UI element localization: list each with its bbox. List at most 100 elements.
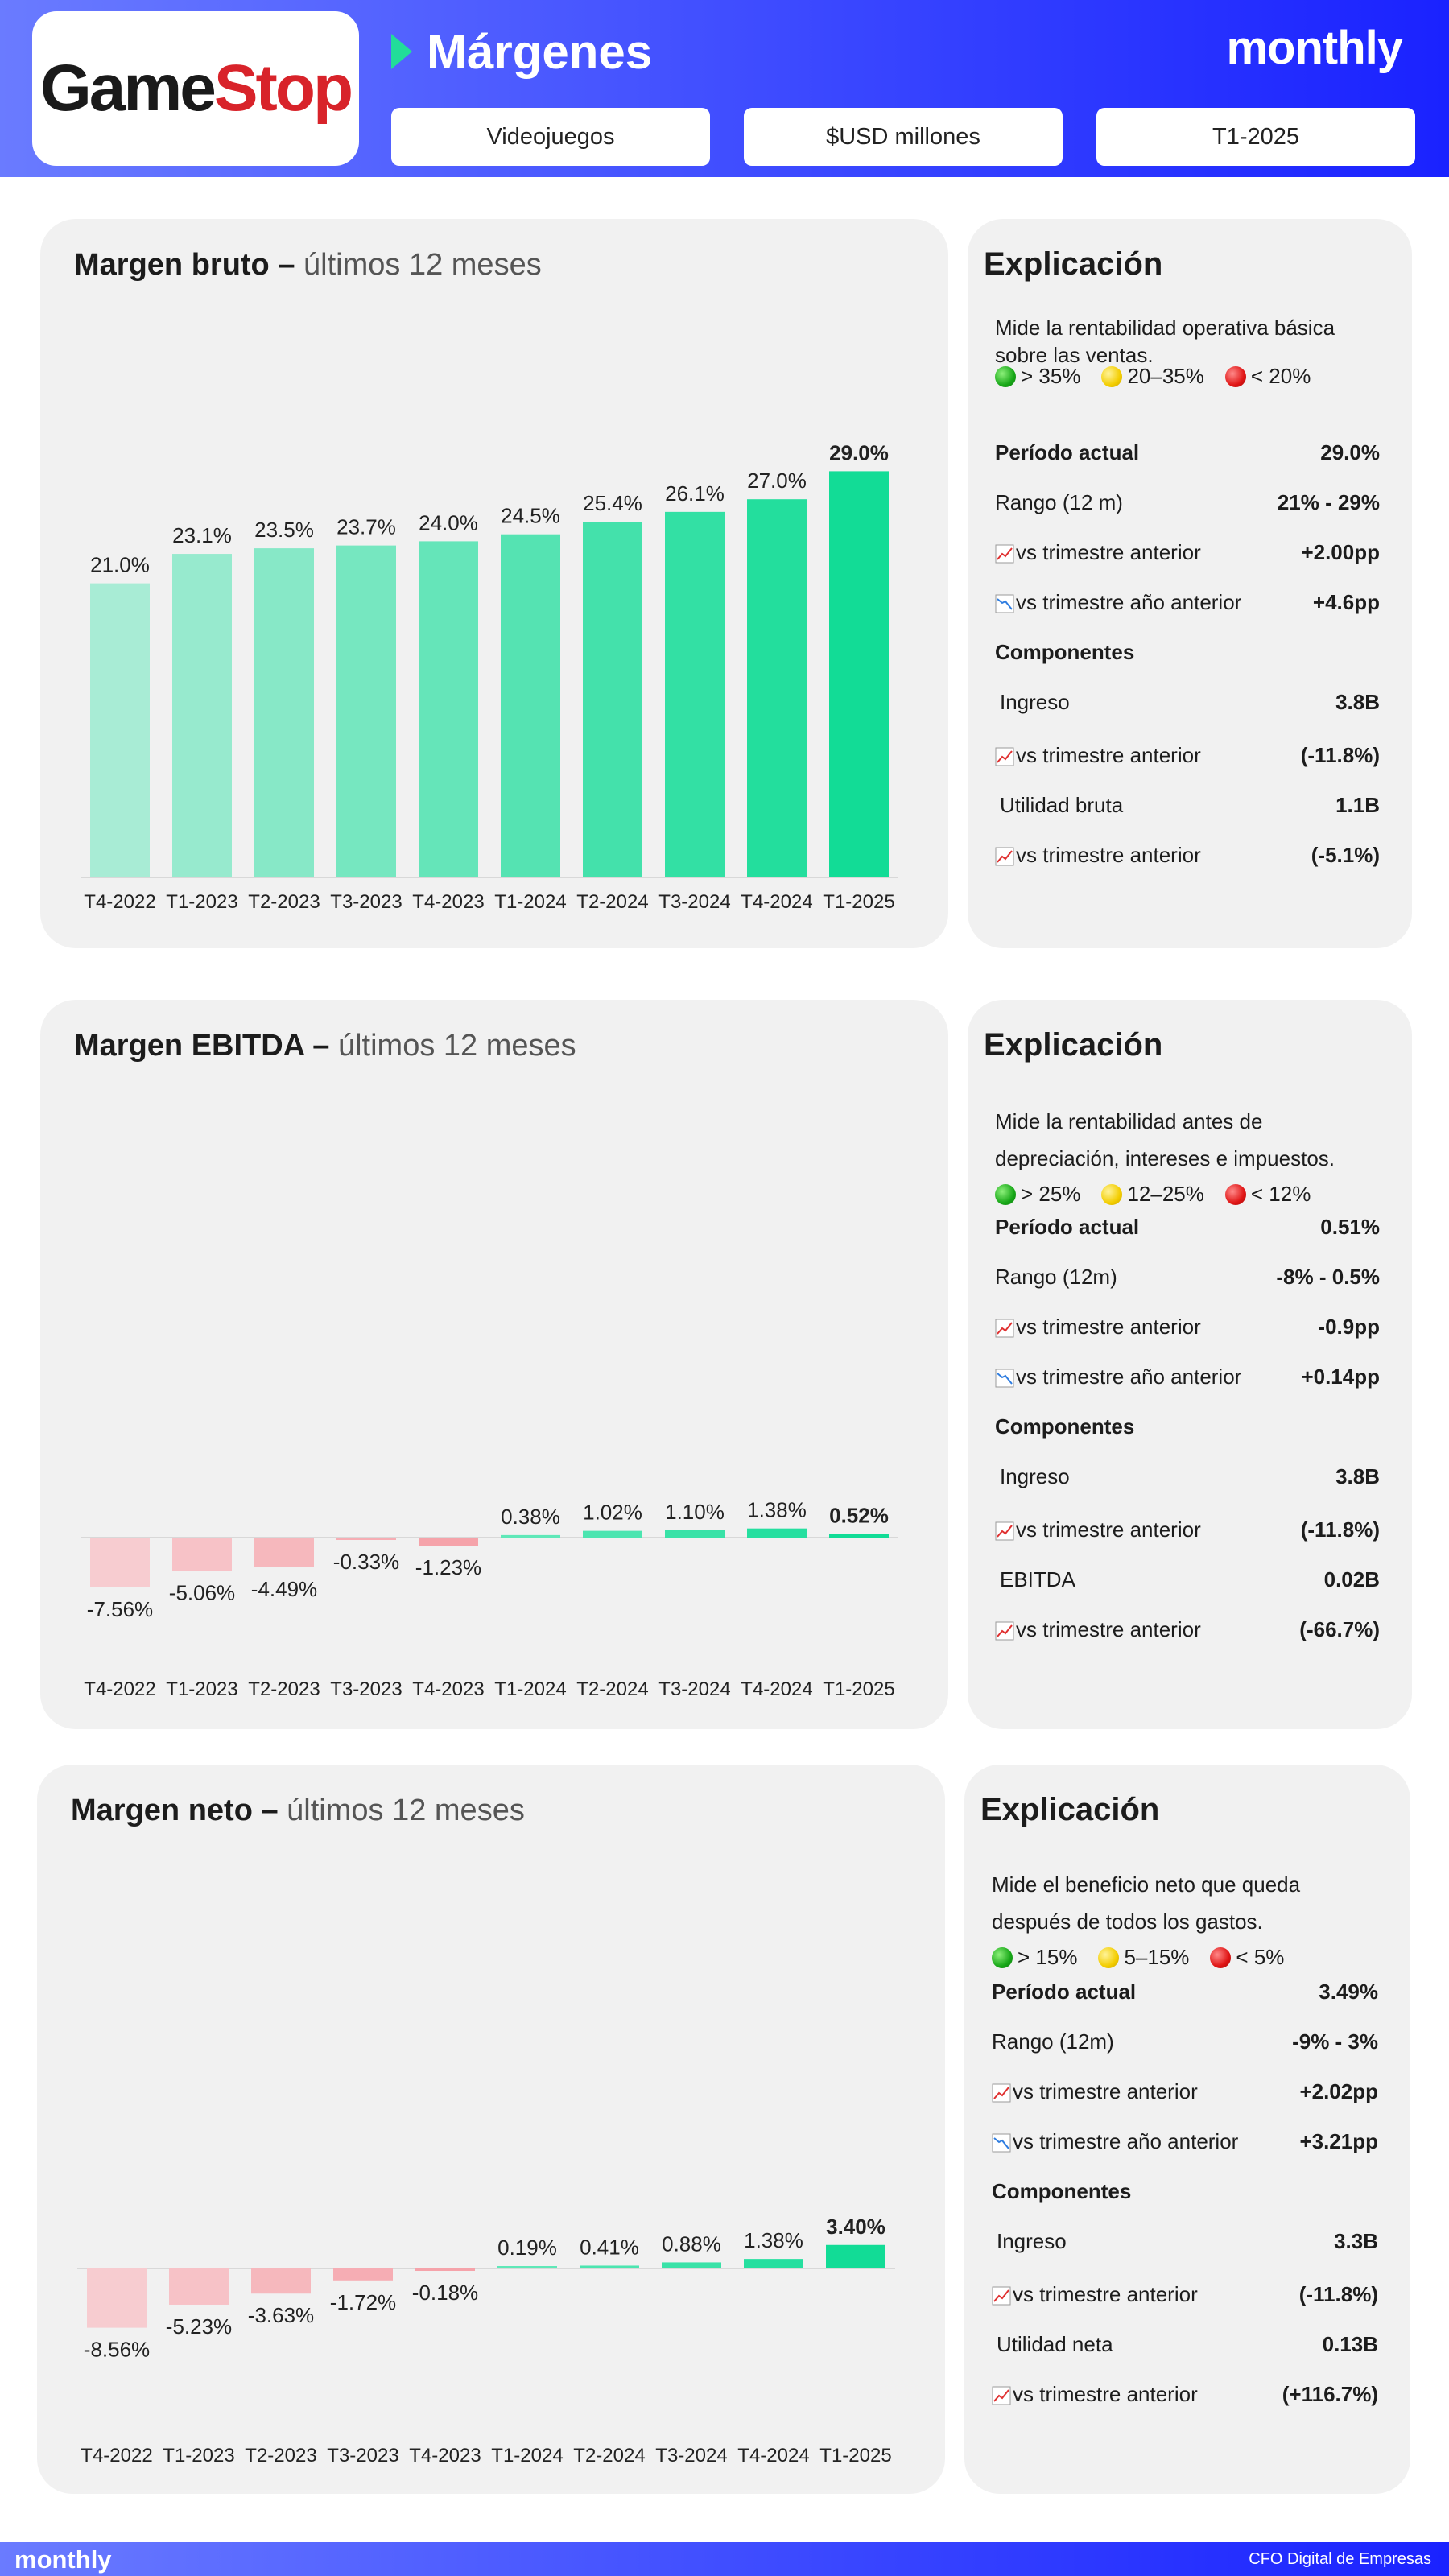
explanation-row: vs trimestre año anterior +0.14pp	[995, 1360, 1380, 1393]
ebitda-margin-chart: -7.56% T4-2022 -5.06% T1-2023 -4.49% T2-2023 -…	[80, 1498, 898, 1700]
explanation-row: vs trimestre anterior (-11.8%)	[995, 1513, 1380, 1546]
footer-credit: CFO Digital de Empresas	[1249, 2550, 1431, 2568]
bar-T1-2024	[497, 2266, 557, 2268]
bar-T1-2023	[172, 1538, 232, 1571]
bar-T4-2023	[419, 541, 478, 877]
threshold-legend: > 25% 12–25% < 12%	[995, 1182, 1331, 1207]
bar-T1-2024	[501, 534, 560, 877]
legend-label: < 5%	[1236, 1945, 1285, 1969]
row-value: 1.1B	[1335, 792, 1380, 817]
legend-item-yellow: 5–15%	[1098, 1945, 1189, 1970]
data-label: 26.1%	[665, 481, 724, 506]
explanation-row: Rango (12 m) 21% - 29%	[995, 486, 1380, 518]
row-value: -0.9pp	[1318, 1314, 1380, 1339]
row-value: +2.00pp	[1301, 539, 1380, 564]
data-label: 25.4%	[583, 491, 642, 515]
category-label: T1-2025	[823, 1678, 894, 1700]
row-value: 3.49%	[1319, 1979, 1378, 2004]
explanation-title: Explicación	[984, 246, 1163, 282]
row-label: Componentes	[992, 2179, 1131, 2204]
bar-T4-2022	[90, 1538, 150, 1587]
row-label: vs trimestre anterior	[995, 743, 1201, 768]
explanation-row: Período actual 3.49%	[992, 1975, 1378, 2008]
row-label-text: vs trimestre año anterior	[1013, 2128, 1239, 2153]
data-label: 21.0%	[90, 553, 150, 577]
chart-title-main: Margen EBITDA	[74, 1029, 304, 1063]
legend-label: > 15%	[1018, 1945, 1078, 1969]
yellow-dot-icon	[1101, 365, 1123, 387]
data-label: -5.23%	[166, 2314, 232, 2339]
bar-T1-2025	[829, 1534, 889, 1538]
chart-up-icon	[995, 1621, 1014, 1641]
row-value: (+116.7%)	[1282, 2381, 1378, 2406]
page-title: Márgenes	[391, 19, 652, 84]
chart-up-icon	[992, 2286, 1011, 2306]
explanation-row: vs trimestre anterior +2.02pp	[992, 2075, 1378, 2107]
filter-pill-period[interactable]: T1-2025	[1096, 108, 1415, 166]
data-label: 27.0%	[747, 469, 807, 493]
chart-up-icon	[995, 747, 1014, 766]
legend-item-green: > 15%	[992, 1945, 1077, 1970]
red-dot-icon	[1224, 365, 1246, 387]
explanation-row: vs trimestre anterior (+116.7%)	[992, 2378, 1378, 2410]
data-label: -1.72%	[330, 2290, 396, 2314]
row-label: Rango (12m)	[995, 1265, 1117, 1290]
category-label: T4-2024	[741, 1678, 812, 1700]
row-label-text: vs trimestre anterior	[1013, 2381, 1198, 2406]
category-label: T3-2024	[655, 2445, 727, 2467]
brand-logo: monthly	[1226, 22, 1403, 74]
category-label: T1-2023	[166, 891, 237, 913]
row-label-text: Rango (12 m)	[995, 489, 1123, 514]
logo-wordmark: GameStop	[40, 51, 353, 126]
row-label-text: Rango (12m)	[992, 2029, 1114, 2054]
row-label: Ingreso	[995, 1464, 1070, 1489]
row-label: vs trimestre anterior	[992, 2282, 1198, 2307]
data-label: 23.5%	[254, 518, 314, 542]
row-label-text: Utilidad bruta	[1000, 792, 1124, 817]
explanation-row: Ingreso 3.8B	[995, 686, 1380, 718]
row-value: +4.6pp	[1312, 589, 1380, 614]
legend-item-yellow: 12–25%	[1101, 1182, 1204, 1207]
row-label-text: vs trimestre anterior	[1016, 1616, 1201, 1641]
filter-pill-sector[interactable]: Videojuegos	[391, 108, 710, 166]
bar-T4-2024	[744, 2259, 803, 2268]
chart-up-icon	[992, 2386, 1011, 2405]
legend-item-yellow: 20–35%	[1101, 364, 1204, 389]
row-label: vs trimestre anterior	[992, 2079, 1198, 2104]
data-label: 0.19%	[497, 2235, 557, 2260]
green-dot-icon	[992, 1946, 1013, 1968]
legend-label: 5–15%	[1124, 1945, 1190, 1969]
chart-down-icon	[995, 594, 1014, 613]
category-label: T3-2024	[658, 1678, 730, 1700]
data-label: 24.0%	[419, 510, 478, 535]
row-label: Componentes	[995, 1414, 1134, 1439]
explanation-row: vs trimestre anterior (-11.8%)	[995, 739, 1380, 771]
data-label: 3.40%	[826, 2215, 886, 2239]
bar-T2-2024	[583, 1530, 642, 1538]
row-label: vs trimestre año anterior	[995, 590, 1241, 615]
bar-T4-2024	[747, 499, 807, 877]
explanation-title: Explicación	[980, 1792, 1160, 1827]
footer-bar: monthly CFO Digital de Empresas	[0, 2542, 1449, 2576]
explanation-row: EBITDA 0.02B	[995, 1563, 1380, 1596]
filter-pill-currency[interactable]: $USD millones	[744, 108, 1063, 166]
category-label: T2-2024	[576, 891, 648, 913]
chart-down-icon	[995, 1368, 1014, 1388]
row-value: 3.8B	[1335, 689, 1380, 714]
bar-T1-2024	[501, 1534, 560, 1538]
chart-card-ebitda-margin: Margen EBITDA – últimos 12 meses -7.56% T…	[40, 1000, 948, 1729]
header-bar: GameStop Márgenes monthly Videojuegos $U…	[0, 0, 1449, 177]
logo-part-stop: Stop	[213, 52, 353, 125]
category-label: T4-2024	[741, 891, 812, 913]
row-label-text: EBITDA	[1000, 1567, 1075, 1591]
row-value: 0.02B	[1323, 1567, 1380, 1591]
row-value: (-11.8%)	[1300, 742, 1380, 767]
row-label: Ingreso	[995, 690, 1070, 715]
row-label-text: Período actual	[995, 1214, 1140, 1239]
bar-T2-2023	[254, 548, 314, 877]
page-title-text: Márgenes	[427, 24, 653, 79]
green-dot-icon	[995, 365, 1016, 387]
row-value: (-66.7%)	[1299, 1616, 1380, 1641]
bar-T3-2023	[333, 2268, 393, 2281]
category-label: T1-2025	[823, 891, 894, 913]
